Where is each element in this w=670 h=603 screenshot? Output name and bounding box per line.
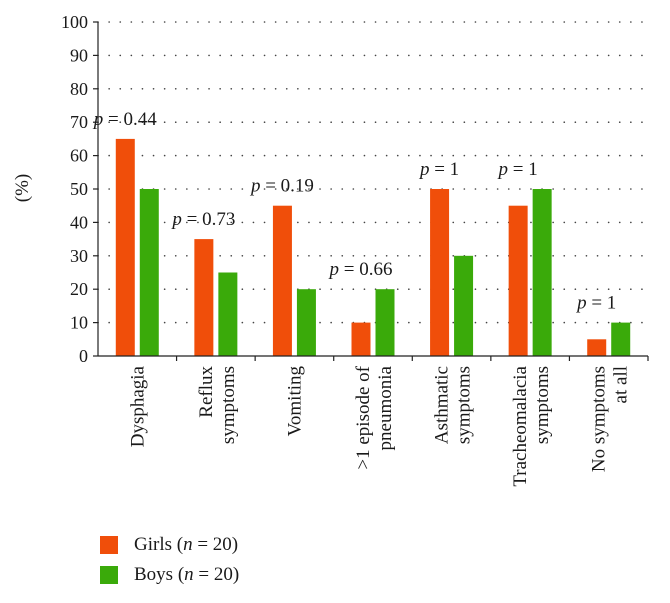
bar-girls-5 [508, 205, 528, 356]
y-tick-label: 20 [70, 279, 88, 299]
legend-swatch-boys [100, 566, 118, 584]
x-tick-label: Refluxsymptoms [196, 366, 239, 445]
x-tick-label: >1 episode ofpneumonia [353, 365, 396, 469]
bar-boys-4 [454, 255, 474, 356]
bar-girls-3 [351, 322, 371, 356]
p-value-annotations: p = 0.44 p = 0.73 p = 0.19 p = 0.66 p = 1 p =… [92, 109, 617, 314]
bar-girls-0 [115, 138, 135, 356]
y-tick-label: 70 [70, 112, 88, 132]
y-axis-label: (%) [12, 174, 33, 202]
y-tick-label: 0 [79, 346, 88, 366]
p-value-annotation: p = 0.44 [92, 109, 157, 130]
p-value-annotation: p = 0.66 [328, 259, 393, 280]
bar-boys-0 [139, 189, 159, 356]
legend-label-boys: Boys (n = 20) [134, 564, 240, 585]
y-tick-label: 90 [70, 45, 88, 65]
y-tick-label: 100 [61, 12, 88, 32]
y-tick-label: 50 [70, 179, 88, 199]
x-tick-label: Asthmaticsymptoms [432, 366, 475, 444]
legend-item-girls: Girls (n = 20) [100, 530, 239, 560]
x-tick-label: No symptomsat all [589, 366, 632, 472]
bar-boys-3 [375, 289, 395, 356]
p-value-annotation: p = 1 [497, 159, 538, 180]
x-tick-label: Dysphagia [127, 365, 148, 447]
bar-girls-1 [194, 239, 214, 356]
bar-boys-5 [532, 189, 552, 356]
p-value-annotation: p = 0.19 [249, 176, 314, 197]
bar-boys-1 [218, 272, 238, 356]
y-tick-label: 80 [70, 79, 88, 99]
x-tick-labels: Dysphagia Refluxsymptoms Vomiting >1 episod… [127, 365, 631, 486]
legend: Girls (n = 20) Boys (n = 20) [100, 530, 239, 590]
y-tick-labels: 0 10 20 30 40 50 60 70 80 90 100 [61, 12, 88, 366]
legend-label-girls: Girls (n = 20) [134, 534, 239, 555]
p-value-annotation: p = 1 [575, 293, 616, 314]
p-value-annotation: p = 0.73 [170, 209, 235, 230]
y-tick-label: 60 [70, 146, 88, 166]
bar-girls-6 [587, 339, 607, 356]
legend-item-boys: Boys (n = 20) [100, 560, 239, 590]
bar-girls-4 [430, 189, 450, 356]
bar-boys-2 [296, 289, 316, 356]
p-value-annotation: p = 1 [418, 159, 459, 180]
bar-boys-6 [611, 322, 631, 356]
x-tick-label: Tracheomalaciasymptoms [510, 365, 553, 486]
y-tick-label: 30 [70, 246, 88, 266]
x-tick-label: Vomiting [284, 366, 305, 437]
bars [115, 138, 631, 356]
axes [93, 21, 649, 361]
legend-swatch-girls [100, 536, 118, 554]
y-tick-label: 40 [70, 212, 88, 232]
bar-girls-2 [272, 205, 292, 356]
y-tick-label: 10 [70, 313, 88, 333]
